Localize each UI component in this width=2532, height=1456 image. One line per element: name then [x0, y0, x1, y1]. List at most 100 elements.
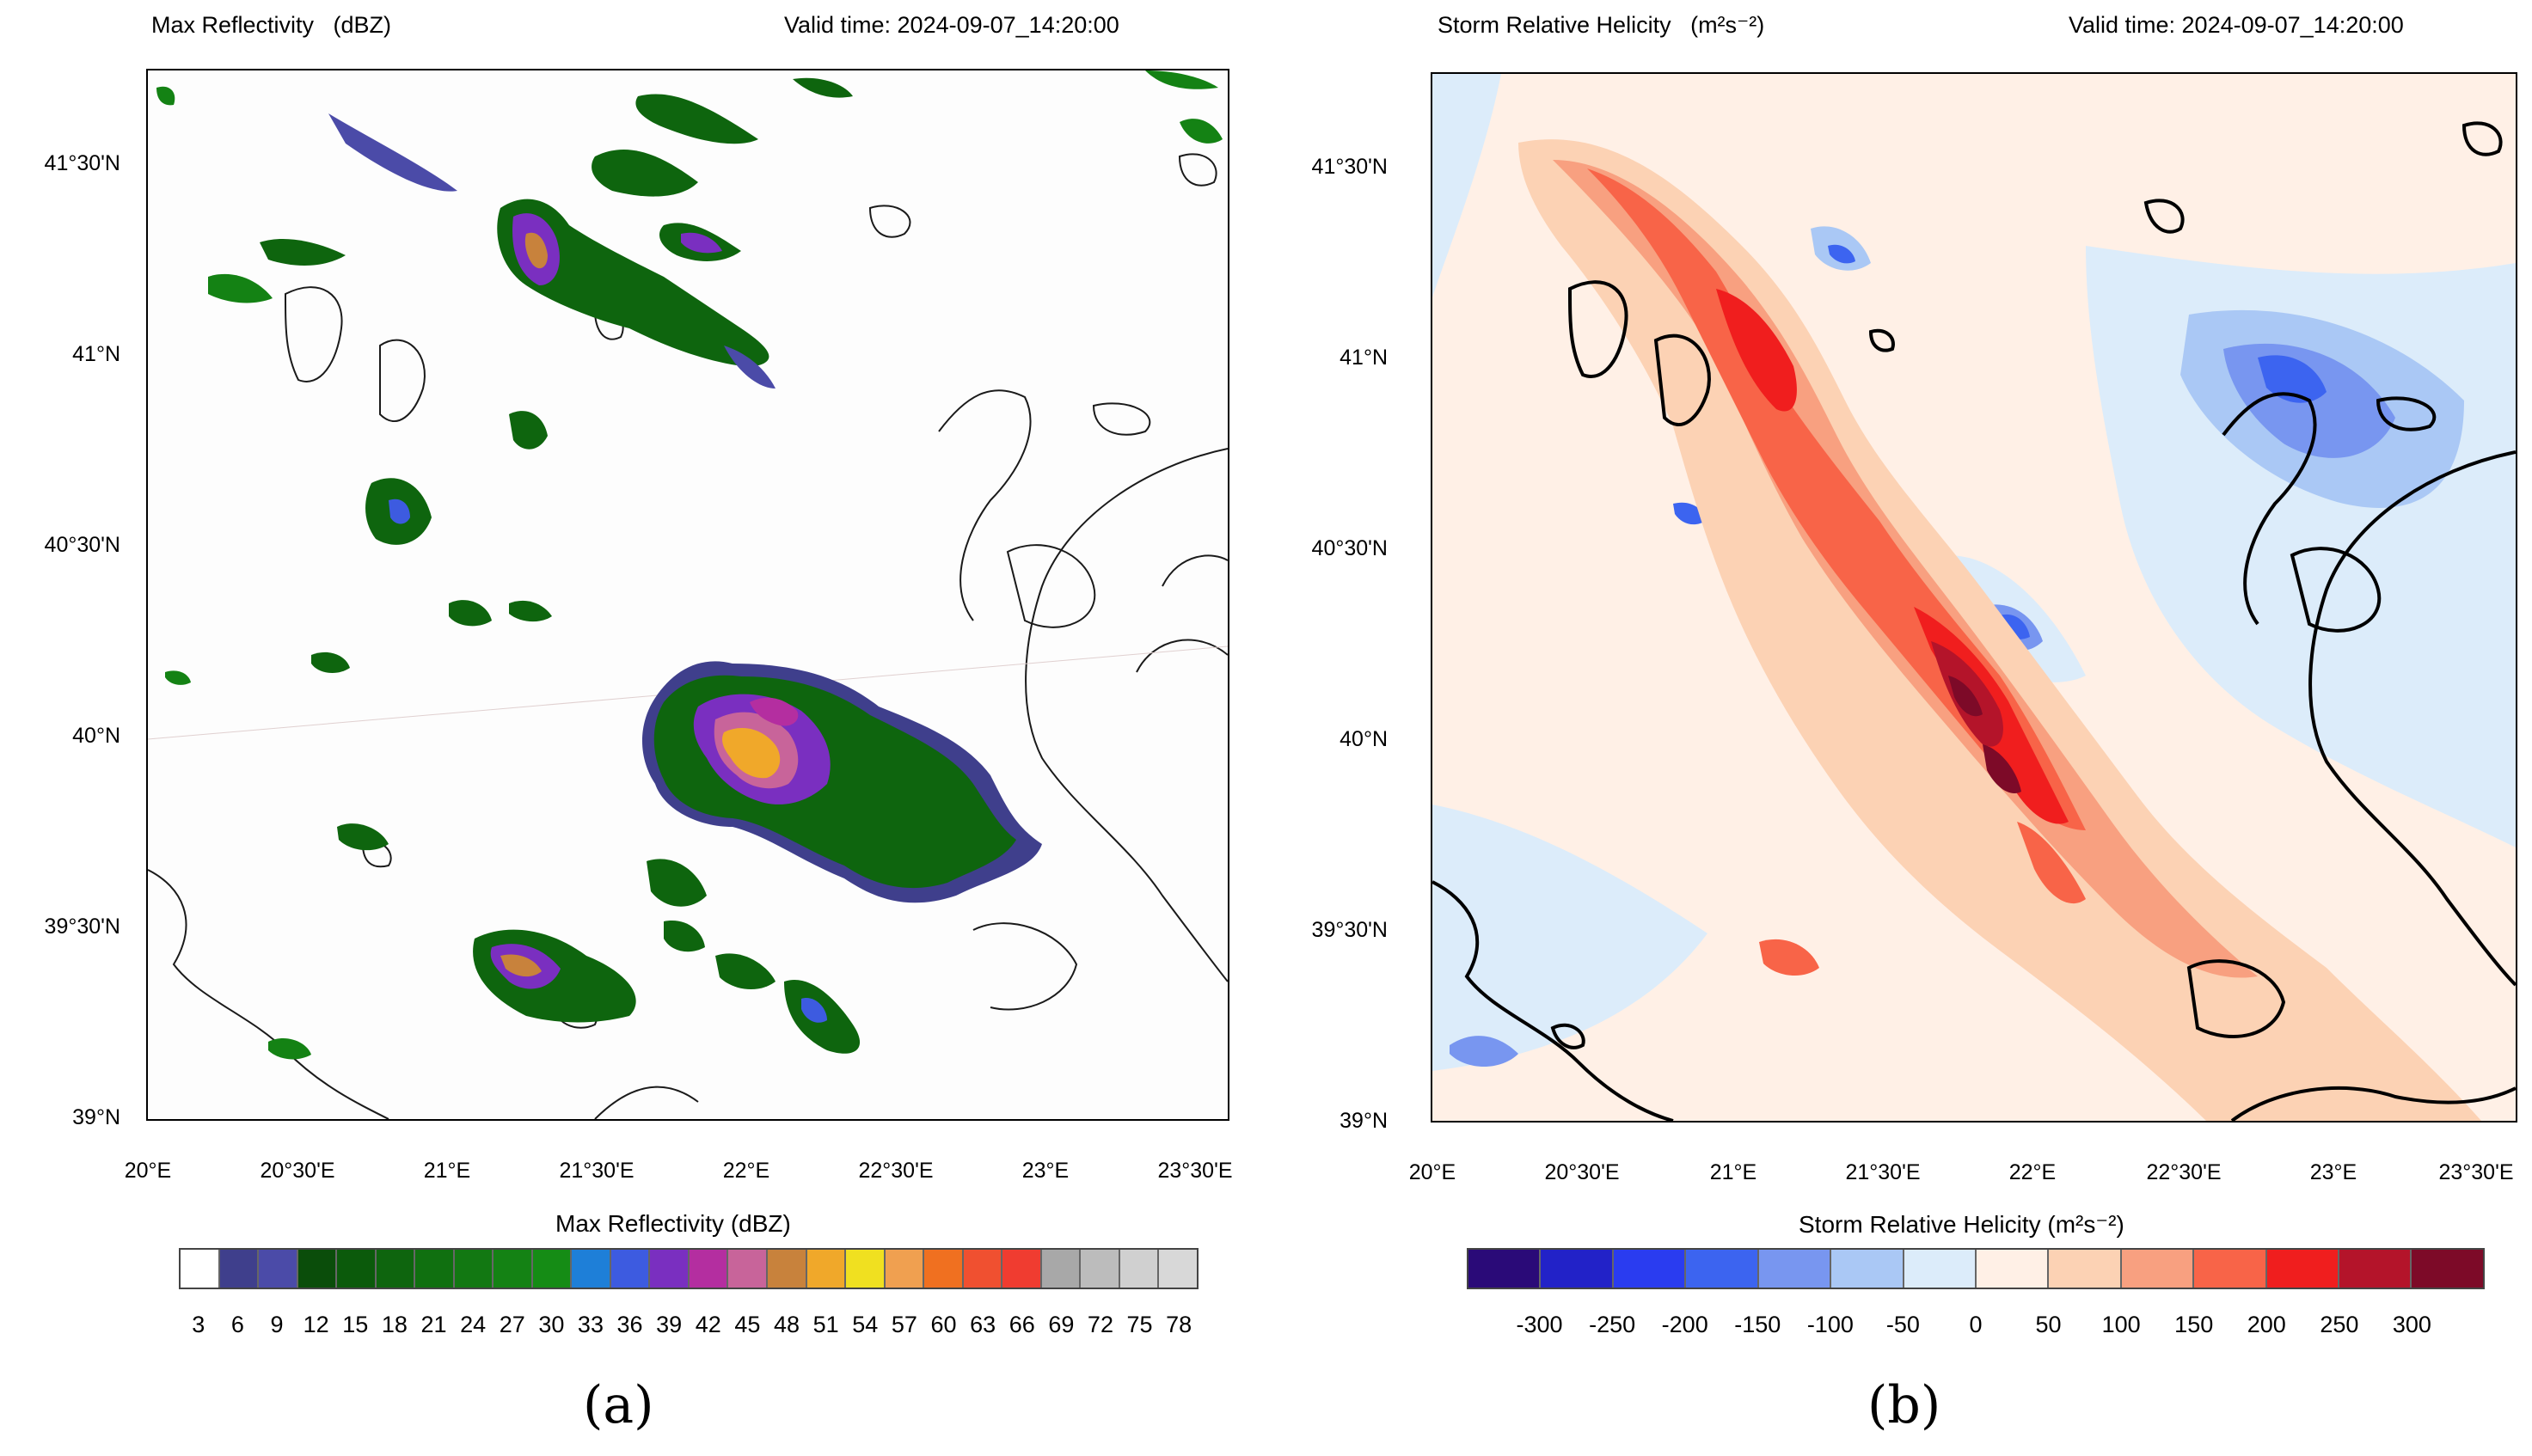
colorbar-tick-label: -200 [1661, 1312, 1708, 1337]
lon-label: 21°30'E [1845, 1160, 1921, 1184]
colorbar-cell [2049, 1250, 2122, 1288]
colorbar-tick-label: 300 [2392, 1312, 2431, 1337]
colorbar-cell [1119, 1250, 1160, 1288]
lat-label: 41°N [72, 342, 120, 366]
lat-label: 41°30'N [1311, 155, 1388, 179]
colorbar-tick-label: 75 [1126, 1312, 1153, 1337]
colorbar-tick-label: 21 [420, 1312, 447, 1337]
lon-label: 22°30'E [2146, 1160, 2222, 1184]
colorbar-tick-label: 30 [538, 1312, 565, 1337]
lon-label: 22°E [722, 1159, 770, 1183]
colorbar-cell [181, 1250, 220, 1288]
colorbar-tick-label: 48 [774, 1312, 800, 1337]
panel-a-valid-time: Valid time: 2024-09-07_14:20:00 [784, 12, 1119, 38]
colorbar-tick-label: 57 [891, 1312, 917, 1337]
colorbar-cell [376, 1250, 416, 1288]
lon-label: 20°30'E [1544, 1160, 1620, 1184]
colorbar-cell [454, 1250, 494, 1288]
colorbar-cell [1904, 1250, 1977, 1288]
lon-label: 20°E [1408, 1160, 1456, 1184]
helicity-field [1432, 74, 2516, 1121]
colorbar-cell [1041, 1250, 1082, 1288]
colorbar-cell [297, 1250, 338, 1288]
colorbar-tick-label: 72 [1087, 1312, 1113, 1337]
lon-label: 22°E [2008, 1160, 2057, 1184]
panel-b-title: Storm Relative Helicity (m²s⁻²) [1438, 12, 1765, 38]
colorbar-tick-label: 36 [616, 1312, 643, 1337]
colorbar-cell [337, 1250, 377, 1288]
lon-label: 20°30'E [260, 1159, 335, 1183]
colorbar-tick-label: 18 [381, 1312, 408, 1337]
caption-a: (a) [583, 1375, 654, 1435]
lon-label: 21°E [1709, 1160, 1757, 1184]
colorbar-tick-label: -150 [1734, 1312, 1781, 1337]
lat-label: 41°30'N [44, 151, 120, 175]
lon-label: 23°30'E [1157, 1159, 1233, 1183]
lat-label: 39°30'N [44, 915, 120, 939]
lon-label: 21°E [423, 1159, 471, 1183]
colorbar-cell [259, 1250, 298, 1288]
colorbar-tick-label: 63 [970, 1312, 996, 1337]
colorbar-cell [1758, 1250, 1832, 1288]
colorbar-cell [1468, 1250, 1542, 1288]
colorbar-cell [2339, 1250, 2412, 1288]
colorbar-tick-label: 45 [734, 1312, 761, 1337]
colorbar-cell [1613, 1250, 1687, 1288]
lat-label: 39°N [72, 1105, 120, 1129]
colorbar-cell [219, 1250, 260, 1288]
colorbar-tick-label: 200 [2247, 1312, 2286, 1337]
lon-label: 21°30'E [559, 1159, 635, 1183]
colorbar-tick-label: 78 [1166, 1312, 1192, 1337]
colorbar-cell [2121, 1250, 2195, 1288]
colorbar-cell [415, 1250, 455, 1288]
lat-label: 39°N [1340, 1109, 1388, 1133]
lat-label: 40°N [72, 724, 120, 748]
colorbar-tick-label: -50 [1885, 1312, 1920, 1337]
colorbar-tick-label: 66 [1009, 1312, 1035, 1337]
caption-b: (b) [1867, 1375, 1941, 1435]
lat-label: 41°N [1340, 346, 1388, 370]
panel-a-map[interactable] [146, 69, 1229, 1121]
lat-label: 40°30'N [1311, 536, 1388, 560]
colorbar-cell [1541, 1250, 1614, 1288]
lon-label: 22°30'E [858, 1159, 934, 1183]
colorbar-a [179, 1248, 1199, 1289]
colorbar-cell [767, 1250, 807, 1288]
colorbar-cell [532, 1250, 573, 1288]
colorbar-tick-label: 150 [2174, 1312, 2214, 1337]
colorbar-tick-label: 27 [499, 1312, 525, 1337]
colorbar-tick-label: -250 [1589, 1312, 1636, 1337]
colorbar-cell [1159, 1250, 1197, 1288]
colorbar-cell [2266, 1250, 2340, 1288]
lon-label: 23°E [1021, 1159, 1070, 1183]
colorbar-tick-label: 0 [1969, 1312, 1983, 1337]
colorbar-b-title: Storm Relative Helicity (m²s⁻²) [1799, 1211, 2124, 1238]
colorbar-cell [494, 1250, 533, 1288]
colorbar-tick-label: -300 [1516, 1312, 1563, 1337]
colorbar-cell [846, 1250, 886, 1288]
colorbar-cell [2194, 1250, 2267, 1288]
colorbar-tick-label: 42 [695, 1312, 721, 1337]
panel-b-map[interactable] [1431, 72, 2517, 1123]
colorbar-tick-label: -100 [1806, 1312, 1854, 1337]
colorbar-tick-label: 3 [192, 1312, 205, 1337]
colorbar-tick-label: 250 [2320, 1312, 2359, 1337]
colorbar-cell [728, 1250, 768, 1288]
colorbar-cell [650, 1250, 690, 1288]
colorbar-cell [885, 1250, 925, 1288]
panel-b-valid-time: Valid time: 2024-09-07_14:20:00 [2069, 12, 2404, 38]
colorbar-tick-label: 12 [303, 1312, 329, 1337]
colorbar-cell [572, 1250, 611, 1288]
colorbar-b [1467, 1248, 2485, 1289]
colorbar-cell [1976, 1250, 2050, 1288]
colorbar-cell [689, 1250, 729, 1288]
colorbar-tick-label: 100 [2101, 1312, 2141, 1337]
colorbar-cell [924, 1250, 964, 1288]
colorbar-cell [1002, 1250, 1042, 1288]
colorbar-tick-label: 24 [460, 1312, 487, 1337]
colorbar-cell [1686, 1250, 1759, 1288]
panel-a-title: Max Reflectivity (dBZ) [151, 12, 392, 38]
colorbar-tick-label: 6 [230, 1312, 244, 1337]
colorbar-cell [1081, 1250, 1120, 1288]
colorbar-tick-label: 50 [2035, 1312, 2062, 1337]
